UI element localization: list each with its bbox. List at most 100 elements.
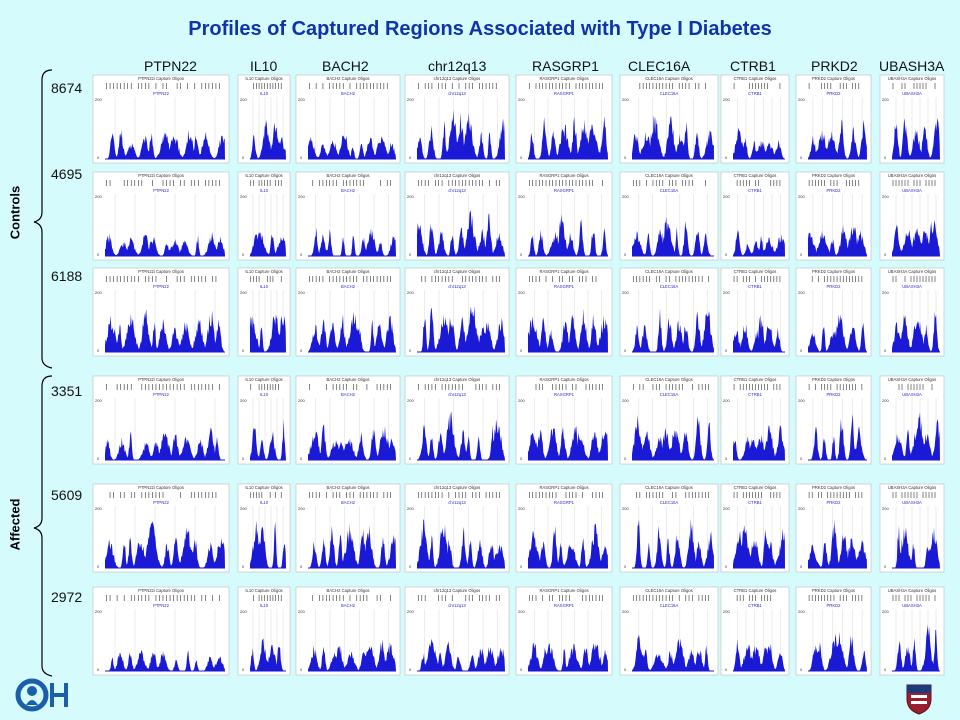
panel-track-label: UBASH3A xyxy=(902,500,922,505)
profile-panel-ptpn22-3351: PTPN22i Capture Oligos PTPN22 200 0 xyxy=(92,375,230,465)
y-tick-label: 0 xyxy=(725,252,728,257)
panel-oligo-title: PTPN22i Capture Oligos xyxy=(138,173,184,178)
profile-area xyxy=(105,521,225,568)
oligo-ticks xyxy=(312,595,391,601)
profile-panel-bach2-3351: BACH2 Capture Oligos BACH2 200 0 xyxy=(295,375,401,465)
y-tick-label: 200 xyxy=(798,609,805,614)
y-tick-label: 0 xyxy=(624,564,627,569)
panel-oligo-title: RASGRP1 Capture Oligos xyxy=(539,269,588,274)
profile-panel-prkd2-4695: PRKD2 Capture Oligos PRKD2 200 0 xyxy=(795,171,872,261)
y-tick-label: 200 xyxy=(298,97,305,102)
panel-oligo-title: CTRB1 Capture Oligos xyxy=(734,173,777,178)
profile-panel-ubash3a-4695: UBASH3A Capture Oligos UBASH3A 200 0 xyxy=(879,171,945,261)
y-tick-label: 0 xyxy=(624,456,627,461)
y-tick-label: 0 xyxy=(884,667,887,672)
panel-oligo-title: IL10 Capture Oligos xyxy=(245,76,282,81)
oligo-ticks xyxy=(106,180,220,186)
panel-track-label: PTPN22 xyxy=(153,500,169,505)
panel-oligo-title: CLEC16A Capture Oligos xyxy=(645,173,692,178)
y-tick-label: 0 xyxy=(800,564,803,569)
y-tick-label: 0 xyxy=(97,348,100,353)
profile-area xyxy=(528,308,608,352)
panel-oligo-title: BACH2 Capture Oligos xyxy=(326,76,369,81)
panel-track-label: BACH2 xyxy=(341,603,356,608)
profile-area xyxy=(733,525,785,568)
profile-panel-chr12q13-3351: chr12q13 Capture Oligos chr12q13 200 0 xyxy=(404,375,510,465)
profile-area xyxy=(308,424,396,460)
panel-oligo-title: PRKD2 Capture Oligos xyxy=(812,173,855,178)
y-tick-label: 200 xyxy=(622,290,629,295)
y-tick-label: 0 xyxy=(884,456,887,461)
panel-track-label: chr12q13 xyxy=(448,392,466,397)
profile-area xyxy=(417,638,505,671)
oligo-ticks xyxy=(312,180,391,186)
profile-area xyxy=(892,412,940,460)
profile-panel-ctrb1-4695: CTRB1 Capture Oligos CTRB1 200 0 xyxy=(720,171,790,261)
y-tick-label: 0 xyxy=(725,564,728,569)
panel-track-label: CLEC16A xyxy=(660,603,679,608)
y-tick-label: 200 xyxy=(240,506,247,511)
panel-oligo-title: IL10 Capture Oligos xyxy=(245,588,282,593)
profile-panel-rasgrp1-2972: RASGRP1 Capture Oligos RASGRP1 200 0 xyxy=(515,586,613,676)
profile-area xyxy=(892,525,940,568)
profile-area xyxy=(892,624,940,671)
profile-panel-prkd2-8674: PRKD2 Capture Oligos PRKD2 200 0 xyxy=(795,74,872,164)
oligo-ticks xyxy=(639,83,706,89)
oligo-ticks xyxy=(733,276,781,282)
profile-area xyxy=(733,425,785,460)
y-tick-label: 0 xyxy=(520,456,523,461)
panel-track-label: BACH2 xyxy=(341,500,356,505)
profile-area xyxy=(528,642,608,671)
y-tick-label: 200 xyxy=(298,194,305,199)
profile-area xyxy=(308,311,396,352)
profile-area xyxy=(308,523,396,568)
panel-oligo-title: BACH2 Capture Oligos xyxy=(326,485,369,490)
profile-panel-clec16a-2972: CLEC16A Capture Oligos CLEC16A 200 0 xyxy=(619,586,719,676)
profile-panel-chr12q13-2972: chr12q13 Capture Oligos chr12q13 200 0 xyxy=(404,586,510,676)
y-tick-label: 200 xyxy=(298,609,305,614)
oligo-ticks xyxy=(106,384,220,390)
panel-track-label: PTPN22 xyxy=(153,188,169,193)
panel-track-label: IL10 xyxy=(260,284,269,289)
profile-area xyxy=(308,227,396,256)
y-tick-label: 200 xyxy=(95,97,102,102)
profile-panel-il10-4695: IL10 Capture Oligos IL10 200 0 xyxy=(237,171,291,261)
oligo-ticks xyxy=(733,83,781,89)
panel-track-label: RASGRP1 xyxy=(554,500,575,505)
y-tick-label: 200 xyxy=(798,398,805,403)
y-tick-label: 0 xyxy=(97,252,100,257)
penn-shield-logo xyxy=(906,684,932,715)
oligo-ticks xyxy=(733,492,781,498)
oligo-ticks xyxy=(632,595,710,601)
y-tick-label: 200 xyxy=(723,290,730,295)
y-tick-label: 0 xyxy=(409,667,412,672)
y-tick-label: 0 xyxy=(300,667,303,672)
y-tick-label: 0 xyxy=(300,564,303,569)
oligo-ticks xyxy=(898,384,933,390)
profile-panel-rasgrp1-5609: RASGRP1 Capture Oligos RASGRP1 200 0 xyxy=(515,483,613,573)
y-tick-label: 200 xyxy=(882,398,889,403)
y-tick-label: 200 xyxy=(518,290,525,295)
profile-area xyxy=(105,309,225,352)
y-tick-label: 0 xyxy=(725,155,728,160)
profile-panel-clec16a-6188: CLEC16A Capture Oligos CLEC16A 200 0 xyxy=(619,267,719,357)
profile-area xyxy=(632,216,714,256)
profile-area xyxy=(417,519,505,568)
sample-id-8674: 8674 xyxy=(51,80,83,96)
oligo-ticks xyxy=(808,595,863,601)
gene-label-ptpn22: PTPN22 xyxy=(144,58,197,74)
y-tick-label: 200 xyxy=(407,398,414,403)
profile-area xyxy=(250,232,286,256)
y-tick-label: 0 xyxy=(624,667,627,672)
panel-oligo-title: RASGRP1 Capture Oligos xyxy=(539,173,588,178)
y-tick-label: 0 xyxy=(409,155,412,160)
profile-panel-ptpn22-5609: PTPN22i Capture Oligos PTPN22 200 0 xyxy=(92,483,230,573)
y-tick-label: 200 xyxy=(798,290,805,295)
panel-track-label: BACH2 xyxy=(341,392,356,397)
panel-oligo-title: PTPN22i Capture Oligos xyxy=(138,269,184,274)
gene-label-clec16a: CLEC16A xyxy=(628,58,691,74)
y-tick-label: 0 xyxy=(800,667,803,672)
profile-panel-il10-8674: IL10 Capture Oligos IL10 200 0 xyxy=(237,74,291,164)
profile-panel-ubash3a-3351: UBASH3A Capture Oligos UBASH3A 200 0 xyxy=(879,375,945,465)
y-tick-label: 0 xyxy=(409,456,412,461)
